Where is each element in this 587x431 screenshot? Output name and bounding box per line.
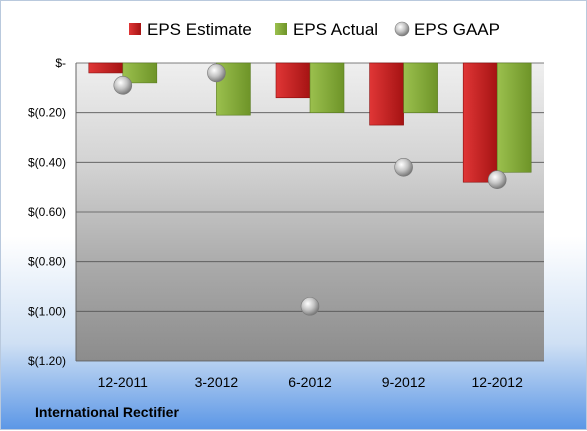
bar-estimate xyxy=(462,62,498,183)
bars xyxy=(88,62,532,183)
x-category-label: 9-2012 xyxy=(382,374,426,390)
x-axis: 12-2011 3-2012 6-2012 9-2012 12-2012 xyxy=(98,374,523,390)
legend-swatch xyxy=(394,21,410,37)
gaap-markers xyxy=(113,63,507,316)
legend-swatch xyxy=(275,23,287,35)
gaap-marker xyxy=(300,297,320,316)
bar-actual xyxy=(309,62,345,113)
bar-actual xyxy=(496,62,532,173)
y-tick-label: $(0.20) xyxy=(28,106,66,120)
gaap-marker xyxy=(207,63,226,83)
x-category-label: 6-2012 xyxy=(288,374,332,390)
x-category-label: 3-2012 xyxy=(195,374,239,390)
gaap-marker xyxy=(487,170,507,190)
bar-actual xyxy=(403,62,438,113)
y-axis: $- $(0.20) $(0.40) $(0.60) $(0.80) $(1.00) $(1… xyxy=(28,56,77,368)
bar-estimate xyxy=(369,62,404,126)
bar-estimate xyxy=(88,62,124,74)
y-tick-label: $(0.60) xyxy=(28,205,66,219)
legend-label: EPS GAAP xyxy=(414,20,500,39)
bar-estimate xyxy=(275,62,311,99)
y-tick-label: $(1.20) xyxy=(28,354,66,368)
legend-label: EPS Actual xyxy=(293,20,378,39)
legend-label: EPS Estimate xyxy=(147,20,252,39)
bar-actual xyxy=(122,62,158,84)
company-label: International Rectifier xyxy=(35,404,179,420)
x-category-label: 12-2011 xyxy=(98,374,149,390)
y-tick-label: $(0.40) xyxy=(28,155,66,169)
y-tick-label: $(1.00) xyxy=(28,304,66,318)
gaap-marker xyxy=(113,76,133,95)
y-tick-label: $- xyxy=(55,56,66,70)
legend-swatch xyxy=(129,23,141,35)
gaap-marker xyxy=(394,158,413,177)
y-tick-label: $(0.80) xyxy=(28,255,66,269)
x-category-label: 12-2012 xyxy=(472,374,524,390)
legend: EPS Estimate EPS Actual EPS GAAP xyxy=(129,20,500,39)
